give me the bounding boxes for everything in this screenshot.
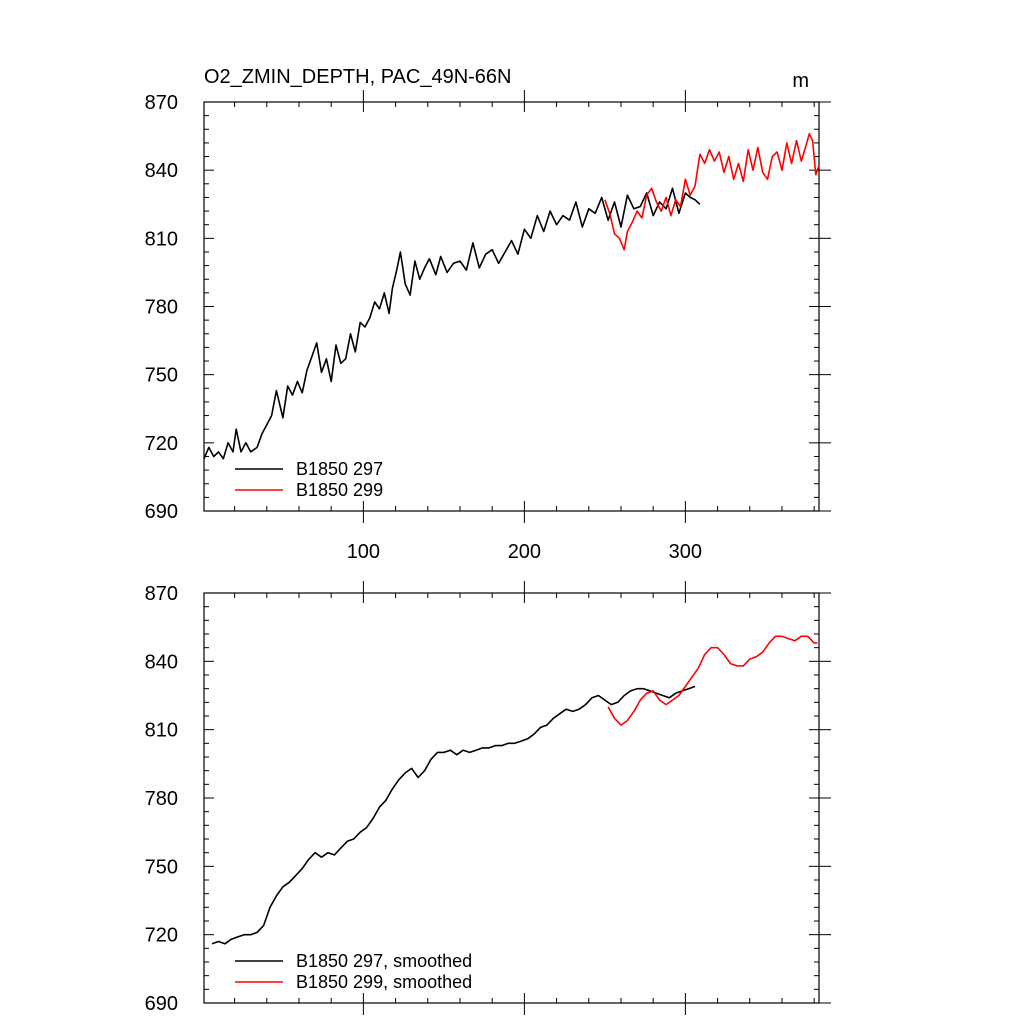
bottom-chart-panel: 690 720 750 780 810 840 870 B1850 297, smoothed… — [145, 581, 831, 1015]
y-tick-label: 870 — [145, 583, 178, 605]
legend-label: B1850 297, smoothed — [296, 951, 472, 971]
legend-label: B1850 299 — [296, 480, 383, 500]
y-tick-label: 840 — [145, 651, 178, 673]
legend-label: B1850 299, smoothed — [296, 972, 472, 992]
y-tick-label: 750 — [145, 365, 178, 387]
series-line-black — [203, 187, 701, 460]
series-line-red — [607, 635, 818, 726]
y-tick-label: 720 — [145, 433, 178, 455]
y-tick-label: 840 — [145, 160, 178, 182]
y-tick-label: 720 — [145, 925, 178, 947]
x-tick-label: 100 — [347, 541, 380, 563]
chart-title: O2_ZMIN_DEPTH, PAC_49N-66N — [204, 66, 512, 88]
x-tick-label: 200 — [508, 541, 541, 563]
y-tick-label: 780 — [145, 788, 178, 810]
plot-frame — [203, 592, 820, 1004]
y-tick-label: 870 — [145, 92, 178, 114]
y-tick-label: 780 — [145, 297, 178, 319]
units-label: m — [792, 70, 809, 92]
y-tick-label: 810 — [145, 720, 178, 742]
x-tick-label: 300 — [669, 541, 702, 563]
y-tick-label: 810 — [145, 228, 178, 250]
legend-label: B1850 297 — [296, 459, 383, 479]
y-tick-label: 750 — [145, 856, 178, 878]
y-tick-label: 690 — [145, 501, 178, 523]
series-line-black — [211, 685, 696, 945]
y-tick-label: 690 — [145, 993, 178, 1015]
top-chart-panel: 690 720 750 780 810 840 870 100 200 300 O2_ZMIN_DE… — [145, 66, 831, 563]
series-line-red — [604, 133, 820, 251]
